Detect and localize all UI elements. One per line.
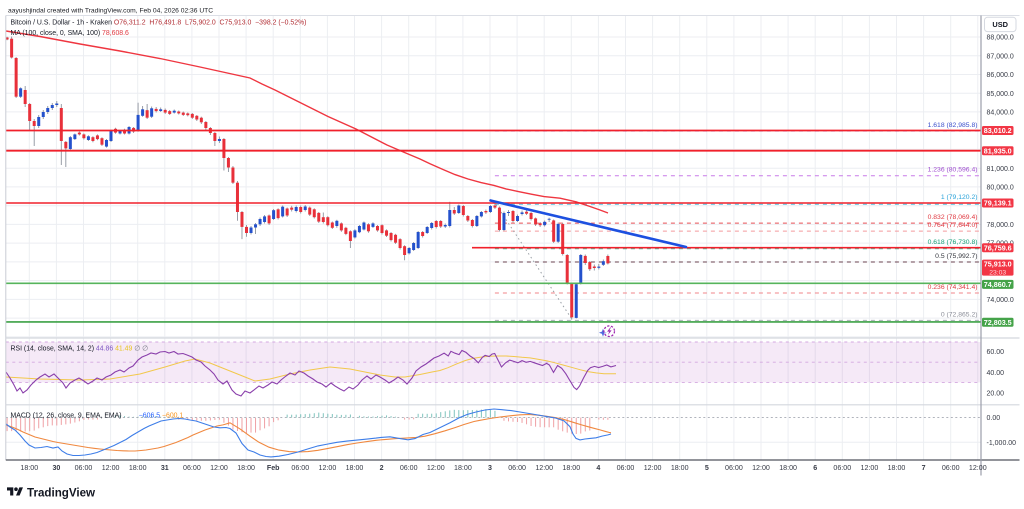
svg-text:06:00: 06:00 bbox=[833, 464, 851, 472]
svg-text:12:00: 12:00 bbox=[102, 464, 120, 472]
svg-text:Feb: Feb bbox=[267, 464, 280, 472]
svg-text:18:00: 18:00 bbox=[237, 464, 255, 472]
svg-text:12:00: 12:00 bbox=[535, 464, 553, 472]
svg-text:31: 31 bbox=[161, 464, 169, 472]
svg-text:84,000.0: 84,000.0 bbox=[987, 110, 1014, 117]
svg-text:12:00: 12:00 bbox=[969, 464, 987, 472]
svg-text:TradingView: TradingView bbox=[27, 487, 96, 500]
svg-text:aayushjindal created with Trad: aayushjindal created with TradingView.co… bbox=[8, 7, 213, 14]
svg-text:0.832 (78,069.4): 0.832 (78,069.4) bbox=[928, 214, 978, 221]
svg-text:81,935.0: 81,935.0 bbox=[984, 146, 1012, 155]
svg-text:81,000.0: 81,000.0 bbox=[987, 166, 1014, 173]
svg-text:18:00: 18:00 bbox=[129, 464, 147, 472]
svg-text:18:00: 18:00 bbox=[562, 464, 580, 472]
svg-text:06:00: 06:00 bbox=[508, 464, 526, 472]
svg-text:12:00: 12:00 bbox=[427, 464, 445, 472]
svg-text:23:03: 23:03 bbox=[989, 269, 1006, 276]
svg-text:74,860.7: 74,860.7 bbox=[984, 280, 1012, 289]
svg-text:1.618 (82,985.8): 1.618 (82,985.8) bbox=[928, 122, 978, 129]
svg-text:0 (72,865.2): 0 (72,865.2) bbox=[941, 311, 978, 318]
svg-text:0.5 (75,992.7): 0.5 (75,992.7) bbox=[935, 253, 977, 260]
svg-text:3: 3 bbox=[488, 464, 492, 472]
svg-text:88,000.0: 88,000.0 bbox=[987, 35, 1014, 42]
svg-text:Bitcoin / U.S. Dollar - 1h - K: Bitcoin / U.S. Dollar - 1h - Kraken O76,… bbox=[11, 19, 307, 26]
svg-text:06:00: 06:00 bbox=[725, 464, 743, 472]
svg-text:-1,000.00: -1,000.00 bbox=[987, 440, 1017, 447]
svg-text:06:00: 06:00 bbox=[617, 464, 635, 472]
svg-text:06:00: 06:00 bbox=[942, 464, 960, 472]
svg-text:72,803.5: 72,803.5 bbox=[984, 318, 1012, 327]
svg-text:80,000.0: 80,000.0 bbox=[987, 185, 1014, 192]
svg-text:12:00: 12:00 bbox=[861, 464, 879, 472]
svg-text:USD: USD bbox=[992, 20, 1008, 29]
svg-text:79,139.1: 79,139.1 bbox=[984, 199, 1012, 208]
svg-text:7: 7 bbox=[922, 464, 926, 472]
svg-text:MA (100, close, 0, SMA, 100) 7: MA (100, close, 0, SMA, 100) 78,608.6 bbox=[11, 30, 130, 37]
svg-text:76,759.6: 76,759.6 bbox=[984, 243, 1012, 252]
svg-text:86,000.0: 86,000.0 bbox=[987, 72, 1014, 79]
svg-text:40.00: 40.00 bbox=[987, 370, 1005, 377]
svg-text:18:00: 18:00 bbox=[454, 464, 472, 472]
svg-text:RSI (14, close, SMA, 14, 2) 44: RSI (14, close, SMA, 14, 2) 44.86 41.49 … bbox=[11, 345, 149, 352]
svg-text:60.00: 60.00 bbox=[987, 349, 1005, 356]
svg-text:5: 5 bbox=[705, 464, 709, 472]
svg-text:06:00: 06:00 bbox=[400, 464, 418, 472]
svg-text:1.236 (80,596.4): 1.236 (80,596.4) bbox=[928, 167, 978, 174]
svg-text:12:00: 12:00 bbox=[644, 464, 662, 472]
svg-text:83,010.2: 83,010.2 bbox=[984, 126, 1012, 135]
svg-text:0.764 (77,644.0): 0.764 (77,644.0) bbox=[928, 222, 978, 229]
svg-text:1 (79,120.2): 1 (79,120.2) bbox=[941, 194, 978, 201]
svg-text:18:00: 18:00 bbox=[346, 464, 364, 472]
svg-text:12:00: 12:00 bbox=[210, 464, 228, 472]
svg-text:87,000.0: 87,000.0 bbox=[987, 53, 1014, 60]
svg-text:78,000.0: 78,000.0 bbox=[987, 222, 1014, 229]
svg-text:18:00: 18:00 bbox=[20, 464, 38, 472]
svg-text:12:00: 12:00 bbox=[319, 464, 337, 472]
svg-text:0.00: 0.00 bbox=[987, 415, 1001, 422]
svg-text:85,000.0: 85,000.0 bbox=[987, 91, 1014, 98]
svg-text:20.00: 20.00 bbox=[987, 390, 1005, 397]
svg-text:6: 6 bbox=[813, 464, 817, 472]
svg-text:06:00: 06:00 bbox=[183, 464, 201, 472]
svg-text:75,913.0: 75,913.0 bbox=[984, 260, 1012, 269]
svg-text:MACD (12, 26, close, 9, EMA, E: MACD (12, 26, close, 9, EMA, EMA) −606.5… bbox=[11, 413, 184, 420]
svg-text:06:00: 06:00 bbox=[291, 464, 309, 472]
svg-text:18:00: 18:00 bbox=[779, 464, 797, 472]
svg-text:12:00: 12:00 bbox=[752, 464, 770, 472]
svg-text:74,000.0: 74,000.0 bbox=[987, 297, 1014, 304]
svg-text:18:00: 18:00 bbox=[888, 464, 906, 472]
svg-text:30: 30 bbox=[52, 464, 60, 472]
svg-text:0.236 (74,341.4): 0.236 (74,341.4) bbox=[928, 284, 978, 291]
svg-text:18:00: 18:00 bbox=[671, 464, 689, 472]
svg-text:0.618 (76,730.8): 0.618 (76,730.8) bbox=[928, 239, 978, 246]
svg-text:4: 4 bbox=[596, 464, 600, 472]
svg-text:2: 2 bbox=[380, 464, 384, 472]
svg-text:06:00: 06:00 bbox=[75, 464, 93, 472]
